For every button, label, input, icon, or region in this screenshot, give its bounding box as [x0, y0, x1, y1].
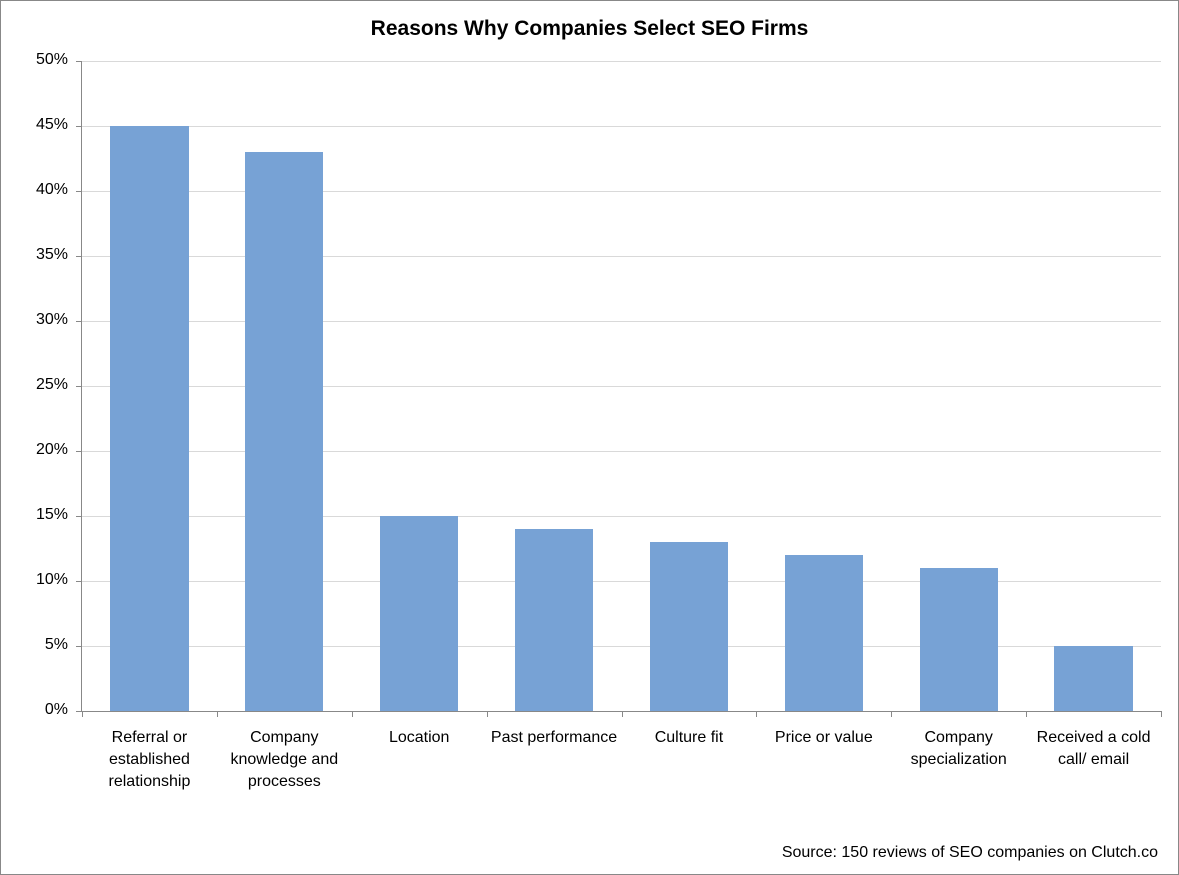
- chart-x-category-label: Referral or established relationship: [82, 727, 217, 793]
- chart-y-tick-label: 35%: [18, 246, 68, 264]
- chart-gridline: [82, 126, 1161, 127]
- chart-y-tick-mark: [76, 581, 82, 582]
- chart-x-category-label: Past performance: [487, 727, 622, 749]
- chart-y-tick-label: 30%: [18, 311, 68, 329]
- chart-plot-area: 0%5%10%15%20%25%30%35%40%45%50%Referral …: [81, 61, 1161, 712]
- chart-y-tick-label: 10%: [18, 571, 68, 589]
- chart-y-tick-mark: [76, 646, 82, 647]
- chart-bar: [515, 529, 593, 711]
- chart-y-tick-label: 25%: [18, 376, 68, 394]
- chart-y-tick-label: 0%: [18, 701, 68, 719]
- chart-gridline: [82, 321, 1161, 322]
- chart-y-tick-mark: [76, 256, 82, 257]
- bar-chart-container: Reasons Why Companies Select SEO Firms 0…: [0, 0, 1179, 875]
- chart-x-tick-mark: [891, 711, 892, 717]
- chart-gridline: [82, 191, 1161, 192]
- chart-x-tick-mark: [1026, 711, 1027, 717]
- chart-y-tick-label: 50%: [18, 51, 68, 69]
- chart-gridline: [82, 451, 1161, 452]
- chart-x-category-label: Culture fit: [622, 727, 757, 749]
- chart-x-tick-mark: [487, 711, 488, 717]
- chart-bar: [1054, 646, 1132, 711]
- chart-x-tick-mark: [82, 711, 83, 717]
- chart-bar: [245, 152, 323, 711]
- chart-gridline: [82, 61, 1161, 62]
- chart-source-note: Source: 150 reviews of SEO companies on …: [782, 844, 1158, 862]
- chart-gridline: [82, 581, 1161, 582]
- chart-x-tick-mark: [622, 711, 623, 717]
- chart-gridline: [82, 256, 1161, 257]
- chart-y-tick-mark: [76, 191, 82, 192]
- chart-bar: [380, 516, 458, 711]
- chart-y-tick-mark: [76, 126, 82, 127]
- chart-x-category-label: Location: [352, 727, 487, 749]
- chart-y-tick-mark: [76, 321, 82, 322]
- chart-x-tick-mark: [756, 711, 757, 717]
- chart-x-category-label: Price or value: [756, 727, 891, 749]
- chart-title: Reasons Why Companies Select SEO Firms: [1, 17, 1178, 41]
- chart-gridline: [82, 516, 1161, 517]
- chart-x-category-label: Received a cold call/ email: [1026, 727, 1161, 771]
- chart-y-tick-label: 20%: [18, 441, 68, 459]
- chart-y-tick-label: 5%: [18, 636, 68, 654]
- chart-y-tick-mark: [76, 516, 82, 517]
- chart-y-tick-label: 45%: [18, 116, 68, 134]
- chart-y-tick-label: 40%: [18, 181, 68, 199]
- chart-y-tick-mark: [76, 61, 82, 62]
- chart-bar: [920, 568, 998, 711]
- chart-y-tick-mark: [76, 451, 82, 452]
- chart-x-category-label: Company knowledge and processes: [217, 727, 352, 793]
- chart-gridline: [82, 646, 1161, 647]
- chart-gridline: [82, 386, 1161, 387]
- chart-y-tick-label: 15%: [18, 506, 68, 524]
- chart-x-tick-mark: [217, 711, 218, 717]
- chart-x-tick-mark: [1161, 711, 1162, 717]
- chart-bar: [110, 126, 188, 711]
- chart-bar: [785, 555, 863, 711]
- chart-y-tick-mark: [76, 386, 82, 387]
- chart-x-tick-mark: [352, 711, 353, 717]
- chart-x-category-label: Company specialization: [891, 727, 1026, 771]
- chart-bar: [650, 542, 728, 711]
